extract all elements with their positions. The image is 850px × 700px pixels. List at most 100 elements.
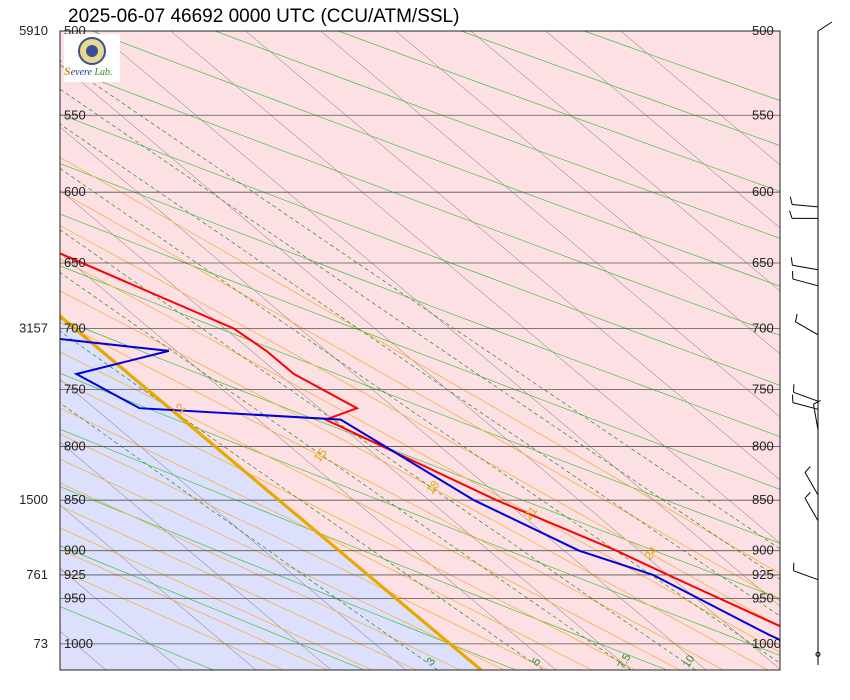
moist-adiabat-line [60, 156, 780, 575]
wind-barb-flag [813, 400, 821, 405]
wind-barb-flag [789, 196, 793, 205]
height-label: 3157 [19, 321, 48, 336]
university-seal-icon [78, 37, 106, 65]
pressure-label-right: 900 [752, 543, 774, 558]
plot-frame [59, 30, 781, 671]
dry-adiabat-line [91, 31, 780, 287]
cold-region [60, 31, 482, 670]
pressure-label-right: 500 [752, 23, 774, 38]
wind-barb [804, 497, 819, 521]
wind-barb-layer [789, 21, 833, 665]
isotherm-line [60, 126, 707, 670]
moist-adiabat-line [60, 321, 725, 670]
lab-logo: Severe Lab. [64, 34, 120, 82]
background-layer [60, 31, 780, 670]
mixing-ratio-label: 5 [530, 656, 543, 667]
height-label: 761 [26, 567, 48, 582]
height-label: 5910 [19, 23, 48, 38]
mixing-ratio-line [60, 168, 780, 664]
wind-calm-marker [815, 651, 821, 657]
grid-layer [60, 31, 780, 670]
logo-wordmark: Severe Lab. [64, 64, 113, 78]
chart-title: 2025-06-07 46692 0000 UTC (CCU/ATM/SSL) [68, 6, 460, 27]
pressure-label-left: 800 [64, 439, 86, 454]
moist-adiabat-line [60, 482, 461, 670]
mixing-ratio-line [60, 88, 780, 580]
wind-barb-flag [789, 210, 793, 219]
pressure-label-right: 600 [752, 184, 774, 199]
wind-staff-tip [817, 21, 833, 32]
pressure-label-left: 550 [64, 107, 86, 122]
mixing-ratio-line [60, 60, 780, 550]
moist-adiabat-line [60, 191, 780, 602]
dry-adiabat-line [60, 65, 780, 336]
height-label: 1500 [19, 492, 48, 507]
wind-barb-flag [794, 313, 798, 322]
pressure-label-right: 700 [752, 321, 774, 336]
dry-adiabat-line [60, 265, 780, 544]
pressure-label-right: 950 [752, 591, 774, 606]
dry-adiabat-line [214, 31, 780, 239]
profile-layer [60, 252, 780, 641]
pressure-label-right: 925 [752, 567, 774, 582]
pressure-label-left: 850 [64, 492, 86, 507]
moist-adiabat-line [60, 258, 780, 653]
moist-adiabat-line [60, 505, 417, 670]
wind-barb [792, 204, 819, 208]
isotherm-line [60, 63, 780, 670]
dry-adiabat-line [60, 318, 780, 599]
wind-barb [792, 264, 819, 271]
dry-adiabat-line [60, 113, 780, 386]
dry-adiabat-line [60, 163, 780, 438]
isotherm-line [60, 189, 632, 670]
pressure-label-left: 700 [64, 321, 86, 336]
mixing-ratio-line [60, 402, 439, 670]
moist-adiabat-line [60, 225, 780, 628]
pressure-label-right: 550 [752, 107, 774, 122]
isotherm-line [60, 378, 407, 670]
mixing-ratio-line [60, 229, 696, 670]
isotherm-line [320, 31, 780, 418]
moist-adiabat-line [60, 569, 285, 670]
isotherm-line [395, 31, 780, 355]
moist-adiabat-line [60, 433, 549, 670]
pressure-label-left: 950 [64, 591, 86, 606]
pressure-label-left: 650 [64, 255, 86, 270]
pressure-label-left: 1000 [64, 636, 93, 651]
isotherm-line [545, 31, 780, 229]
pressure-label-left: 750 [64, 382, 86, 397]
zero-isotherm-line [60, 314, 483, 670]
isotherm-line [60, 441, 332, 670]
wind-barb-flag [804, 466, 811, 473]
wind-barb [812, 404, 819, 430]
dry-adiabat-line [338, 31, 780, 192]
height-label: 73 [34, 636, 48, 651]
pressure-label-left: 900 [64, 543, 86, 558]
dry-adiabat-line [60, 372, 780, 656]
moist-adiabat-line [60, 549, 329, 670]
pressure-label-left: 925 [64, 567, 86, 582]
mixing-ratio-line [60, 123, 780, 617]
moist-adiabat-line [60, 290, 769, 670]
moist-adiabat-line [60, 380, 637, 670]
wind-barb [793, 570, 819, 581]
wind-barb [804, 472, 819, 496]
isotherm-line [60, 504, 257, 670]
pressure-label-right: 850 [752, 492, 774, 507]
isotherm-line [95, 31, 780, 607]
dry-adiabat-line [60, 486, 516, 670]
isotherm-line [60, 252, 557, 670]
isotherm-line [620, 31, 780, 166]
mixing-ratio-label: 3 [425, 656, 438, 667]
pressure-label-right: 650 [752, 255, 774, 270]
pressure-label-left: 600 [64, 184, 86, 199]
wind-barb [792, 278, 819, 287]
wind-barb [793, 391, 819, 402]
moist-adiabat-line [60, 458, 505, 670]
moist-adiabat-line [60, 407, 593, 670]
temperature-profile [60, 252, 780, 628]
dry-adiabat-line [60, 545, 365, 670]
dewpoint-profile [60, 338, 780, 641]
isotherm-line [170, 31, 780, 544]
